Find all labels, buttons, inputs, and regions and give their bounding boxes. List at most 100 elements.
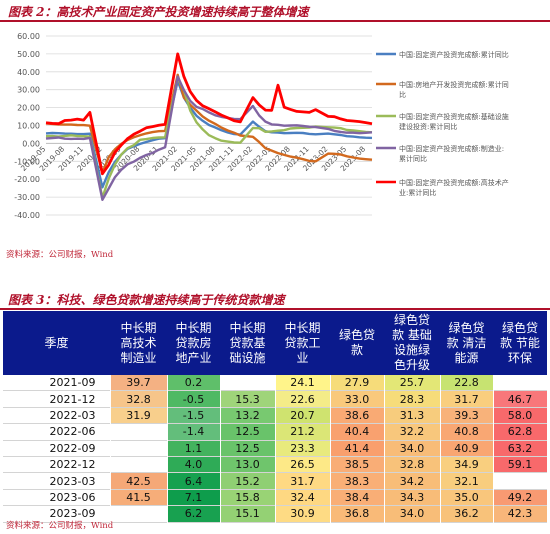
value-cell: 13.0: [220, 456, 276, 473]
value-cell: 15.3: [220, 390, 276, 408]
value-cell: 13.2: [220, 407, 276, 424]
value-cell: 38.3: [330, 472, 385, 490]
quarter-cell: 2022-09: [3, 440, 111, 457]
value-cell: 32.1: [440, 472, 494, 490]
value-cell: 36.2: [440, 505, 494, 523]
value-cell: 40.4: [330, 423, 385, 441]
value-cell: 39.7: [110, 375, 168, 391]
quarter-cell: 2022-06: [3, 423, 111, 441]
value-cell: 36.8: [330, 505, 385, 523]
value-cell: 12.5: [220, 423, 276, 441]
value-cell: 58.0: [493, 407, 548, 424]
value-cell: [493, 375, 548, 391]
table-header-row: 季度 中长期 高技术 制造业 中长期 贷款房 地产业 中长期 贷款基 础设施 中长期 贷款工业绿色贷款…: [3, 311, 547, 375]
value-cell: 27.9: [330, 375, 385, 391]
value-cell: 26.5: [275, 456, 331, 473]
value-cell: [110, 423, 168, 441]
value-cell: 34.0: [384, 505, 441, 523]
value-cell: 32.2: [384, 423, 441, 441]
value-cell: -1.4: [167, 423, 221, 441]
value-cell: 42.3: [493, 505, 548, 523]
value-cell: 7.1: [167, 489, 221, 506]
value-cell: 21.2: [275, 423, 331, 441]
figure3-caption: 图表 3：科技、绿色贷款增速持续高于传统贷款增速: [0, 288, 550, 310]
value-cell: 22.8: [440, 375, 494, 391]
value-cell: 40.9: [440, 440, 494, 457]
value-cell: 28.3: [384, 390, 441, 408]
column-header: 中长期 贷款基 础设施: [220, 311, 275, 375]
quarter-cell: 2023-09: [3, 505, 111, 523]
value-cell: [110, 456, 168, 473]
value-cell: 34.0: [384, 440, 441, 457]
series-lines: [45, 52, 373, 201]
value-cell: [493, 472, 548, 490]
value-cell: 4.0: [167, 456, 221, 473]
caption-underline: [0, 308, 550, 310]
value-cell: 34.9: [440, 456, 494, 473]
value-cell: 32.8: [384, 456, 441, 473]
value-cell: 62.8: [493, 423, 548, 441]
series-line-5: [45, 52, 373, 176]
legend-entry: 中国:固定资产投资完成额:累计同比: [399, 50, 509, 59]
legend-entry: 中国:固定资产投资完成额:制造业:累计同比: [399, 144, 504, 163]
value-cell: [110, 440, 168, 457]
value-cell: 63.2: [493, 440, 548, 457]
value-cell: 6.4: [167, 472, 221, 490]
value-cell: 46.7: [493, 390, 548, 408]
value-cell: 31.9: [110, 407, 168, 424]
column-header: 季度: [3, 311, 110, 375]
figure2-source: 资料来源：公司财报，Wind: [6, 250, 114, 260]
legend-entry: 中国:固定资产投资完成额:基础设施建设投资:累计同比: [399, 112, 509, 131]
value-cell: 31.7: [440, 390, 494, 408]
column-header: 绿色贷款 清洁 能源: [440, 311, 493, 375]
value-cell: 41.4: [330, 440, 385, 457]
figure2-caption: 图表 2：高技术产业固定资产投资增速持续高于整体增速: [0, 0, 550, 22]
x-tick-labels: 2019-052019-082019-112020-022020-052020-…: [19, 144, 367, 173]
value-cell: 49.2: [493, 489, 548, 506]
table-row: 2022-09 1.1 12.5 23.3 41.4 34.0 40.9 63.2: [3, 440, 548, 457]
value-cell: 31.3: [384, 407, 441, 424]
series-line-4: [45, 75, 373, 201]
y-tick-label: -30.00: [14, 193, 40, 202]
value-cell: 38.6: [330, 407, 385, 424]
value-cell: 38.4: [330, 489, 385, 506]
value-cell: [110, 505, 168, 523]
table-row: 2023-09 6.2 15.1 30.9 36.8 34.0 36.2 42.3: [3, 505, 548, 523]
quarter-cell: 2021-09: [3, 375, 111, 391]
table-row: 2022-03 31.9 -1.5 13.2 20.7 38.6 31.3 39.3 58.0: [3, 407, 548, 424]
value-cell: 41.5: [110, 489, 168, 506]
column-header: 绿色贷款: [330, 311, 384, 375]
value-cell: 33.0: [330, 390, 385, 408]
column-header: 绿色贷款 基础 设施绿 色升级: [384, 311, 440, 375]
value-cell: 34.2: [384, 472, 441, 490]
column-header: 绿色贷款 节能 环保: [493, 311, 547, 375]
y-tick-label: -20.00: [14, 175, 40, 184]
table-row: 2021-09 39.7 0.2 24.1 27.9 25.7 22.8: [3, 375, 548, 391]
y-tick-label: 0.00: [22, 139, 40, 148]
value-cell: 20.7: [275, 407, 331, 424]
chart-legend: 中国:固定资产投资完成额:累计同比中国:房地产开发投资完成额:累计同比中国:固定…: [376, 50, 509, 197]
series-line-1: [45, 79, 373, 189]
table-row: 2022-06 -1.4 12.5 21.2 40.4 32.2 40.8 62.8: [3, 423, 548, 441]
column-header: 中长期 高技术 制造业: [110, 311, 167, 375]
value-cell: 40.8: [440, 423, 494, 441]
value-cell: 6.2: [167, 505, 221, 523]
value-cell: 15.1: [220, 505, 276, 523]
y-tick-label: 40.00: [17, 68, 40, 77]
value-cell: 32.8: [110, 390, 168, 408]
y-tick-label: -10.00: [14, 157, 40, 166]
y-tick-label: 60.00: [17, 32, 40, 41]
quarter-cell: 2022-03: [3, 407, 111, 424]
loan-growth-table: 季度 中长期 高技术 制造业 中长期 贷款房 地产业 中长期 贷款基 础设施 中长期 贷款工业绿色贷款…: [3, 311, 548, 523]
quarter-cell: 2021-12: [3, 390, 111, 408]
quarter-cell: 2023-06: [3, 489, 111, 506]
column-header: 中长期 贷款工业: [275, 311, 330, 375]
value-cell: 12.5: [220, 440, 276, 457]
value-cell: 25.7: [384, 375, 441, 391]
value-cell: -0.5: [167, 390, 221, 408]
value-cell: 15.8: [220, 489, 276, 506]
y-tick-label: 20.00: [17, 104, 40, 113]
figure3-caption-text: 图表 3：科技、绿色贷款增速持续高于传统贷款增速: [8, 293, 285, 307]
y-tick-label: -40.00: [14, 211, 40, 220]
y-tick-labels: 60.00 50.00 40.00 30.00 20.00 10.00 0.00 -10.00…: [14, 32, 40, 220]
